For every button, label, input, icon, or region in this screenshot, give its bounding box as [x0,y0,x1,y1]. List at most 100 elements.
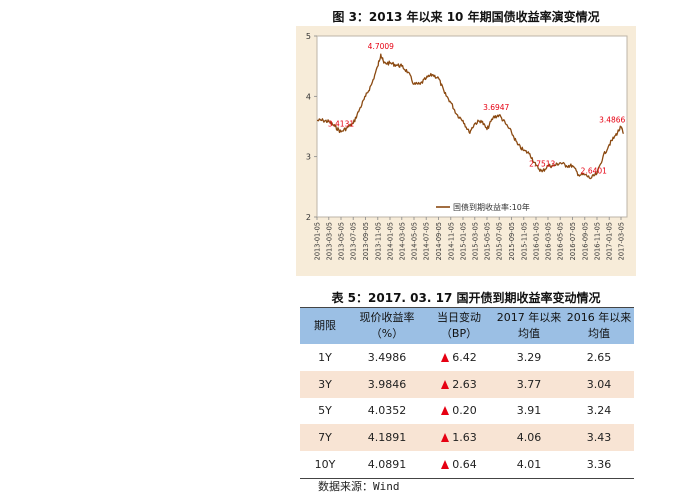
header-avg2016-line1: 2016 年以来 [566,311,632,324]
x-tick-label: 2013-05-05 [338,222,346,260]
source-note: 数据来源：Wind [318,480,400,493]
cell-change: 2.63 [424,370,494,398]
x-tick-label: 2014-05-05 [411,222,419,260]
table-row: 3Y 3.9846 2.63 3.77 3.04 [300,370,634,398]
arrow-up-icon [441,460,450,470]
cell-avg2016: 2.65 [564,344,634,371]
cell-avg2016: 3.24 [564,397,634,425]
header-change: 当日变动 （BP） [424,307,494,344]
cell-change: 0.20 [424,397,494,425]
change-value: 0.64 [452,458,477,472]
arrow-up-icon [441,379,450,389]
table-row: 5Y 4.0352 0.20 3.91 3.24 [300,397,634,425]
cell-avg2016: 3.43 [564,424,634,452]
header-term: 期限 [300,307,350,344]
header-change-line1: 当日变动 [437,311,481,324]
x-tick-label: 2016-05-05 [557,222,565,260]
x-tick-label: 2015-07-05 [496,222,504,260]
x-tick-label: 2013-03-05 [325,222,333,260]
table-title: 表 5：2017. 03. 17 国开债到期收益率变动情况 [331,291,601,305]
x-tick-label: 2014-11-05 [447,222,455,260]
cell-yield: 3.4986 [350,344,424,371]
header-term-line1: 期限 [314,319,336,332]
cell-change: 1.63 [424,424,494,452]
chart-title: 图 3：2013 年以来 10 年期国债收益率演变情况 [332,10,600,24]
data-label: 4.7009 [368,42,394,51]
header-yield-line2: （%） [370,327,404,340]
cell-avg2017: 3.29 [494,344,564,371]
header-avg2017-line2: 均值 [518,327,540,340]
header-avg2017-line1: 2017 年以来 [496,311,562,324]
x-tick-label: 2016-07-05 [569,222,577,260]
x-tick-label: 2017-03-05 [618,222,626,260]
x-tick-label: 2015-05-05 [484,222,492,260]
y-tick-label: 3 [306,153,311,162]
data-label: 3.4131 [328,120,354,129]
cell-term: 3Y [300,370,350,398]
x-tick-label: 2016-01-05 [533,222,541,260]
arrow-up-icon [441,433,450,443]
cell-yield: 3.9846 [350,370,424,398]
header-avg2016-line2: 均值 [588,327,610,340]
cell-avg2017: 3.77 [494,370,564,398]
x-tick-label: 2014-03-05 [398,222,406,260]
cell-avg2016: 3.36 [564,451,634,479]
y-tick-label: 5 [306,32,311,41]
yield-line-chart: 2 3 4 5 2013-01-05 2013-03-05 2013-05-05 2013-0… [306,32,628,260]
change-value: 0.20 [452,404,477,418]
cell-yield: 4.0891 [350,451,424,479]
cell-change: 0.64 [424,451,494,479]
x-tick-label: 2013-01-05 [314,222,322,260]
x-tick-label: 2015-09-05 [508,222,516,260]
cdb-yield-table: 期限 现价收益率 （%） 当日变动 （BP） 2017 年以来 均值 2016 … [300,307,634,479]
change-value: 1.63 [452,431,477,445]
x-tick-label: 2014-07-05 [423,222,431,260]
change-value: 2.63 [452,377,477,391]
header-change-line2: （BP） [440,327,478,340]
header-avg2017: 2017 年以来 均值 [494,307,564,344]
x-tick-label: 2015-03-05 [471,222,479,260]
data-label: 3.4866 [599,115,625,124]
arrow-up-icon [441,352,450,362]
table-row: 10Y 4.0891 0.64 4.01 3.36 [300,451,634,479]
header-yield: 现价收益率 （%） [350,307,424,344]
data-label: 3.6947 [483,103,509,112]
x-tick-label: 2014-09-05 [435,222,443,260]
cell-term: 5Y [300,397,350,425]
cell-term: 7Y [300,424,350,452]
x-tick-label: 2015-11-05 [520,222,528,260]
chart-panel: 2 3 4 5 2013-01-05 2013-03-05 2013-05-05 2013-0… [296,26,636,276]
table-row: 1Y 3.4986 6.42 3.29 2.65 [300,344,634,371]
y-tick-label: 4 [306,92,311,101]
cell-term: 10Y [300,451,350,479]
cell-avg2017: 3.91 [494,397,564,425]
cell-yield: 4.1891 [350,424,424,452]
table-header-row: 期限 现价收益率 （%） 当日变动 （BP） 2017 年以来 均值 2016 … [300,307,634,344]
header-avg2016: 2016 年以来 均值 [564,307,634,344]
data-label: 2.6401 [581,166,607,175]
change-value: 6.42 [452,350,477,364]
x-tick-label: 2016-03-05 [545,222,553,260]
cell-avg2017: 4.06 [494,424,564,452]
y-tick-label: 2 [306,213,311,222]
x-tick-label: 2016-09-05 [581,222,589,260]
x-tick-label: 2017-01-05 [606,222,614,260]
x-tick-label: 2016-11-05 [594,222,602,260]
x-tick-label: 2013-07-05 [350,222,358,260]
x-tick-label: 2013-09-05 [362,222,370,260]
plot-area [316,35,628,218]
series-line [316,53,624,180]
arrow-up-icon [441,406,450,416]
x-tick-label: 2015-01-05 [460,222,468,260]
table-row: 7Y 4.1891 1.63 4.06 3.43 [300,424,634,452]
header-yield-line1: 现价收益率 [359,311,415,324]
data-label: 2.7513 [529,160,555,169]
cell-change: 6.42 [424,344,494,371]
x-tick-label: 2014-01-05 [387,222,395,260]
cell-term: 1Y [300,344,350,371]
cell-yield: 4.0352 [350,397,424,425]
x-tick-label: 2013-11-05 [374,222,382,260]
cell-avg2016: 3.04 [564,370,634,398]
legend-label: 国债到期收益率:10年 [453,202,530,212]
cell-avg2017: 4.01 [494,451,564,479]
